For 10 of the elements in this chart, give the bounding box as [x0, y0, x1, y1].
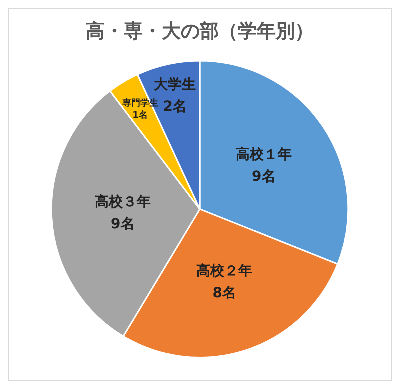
chart-title: 高・専・大の部（学年別）	[86, 20, 314, 42]
slice-label: 高校１年	[236, 146, 292, 164]
data-label: 8名	[212, 286, 237, 302]
data-label: 9名	[252, 169, 276, 186]
data-label: 2名	[163, 99, 187, 116]
slice-label: 大学生	[154, 77, 196, 94]
data-label: 9名	[111, 216, 135, 233]
slice-label: 高校３年	[94, 194, 151, 211]
data-label: 1名	[132, 110, 148, 122]
slice-label: 高校２年	[196, 262, 253, 280]
